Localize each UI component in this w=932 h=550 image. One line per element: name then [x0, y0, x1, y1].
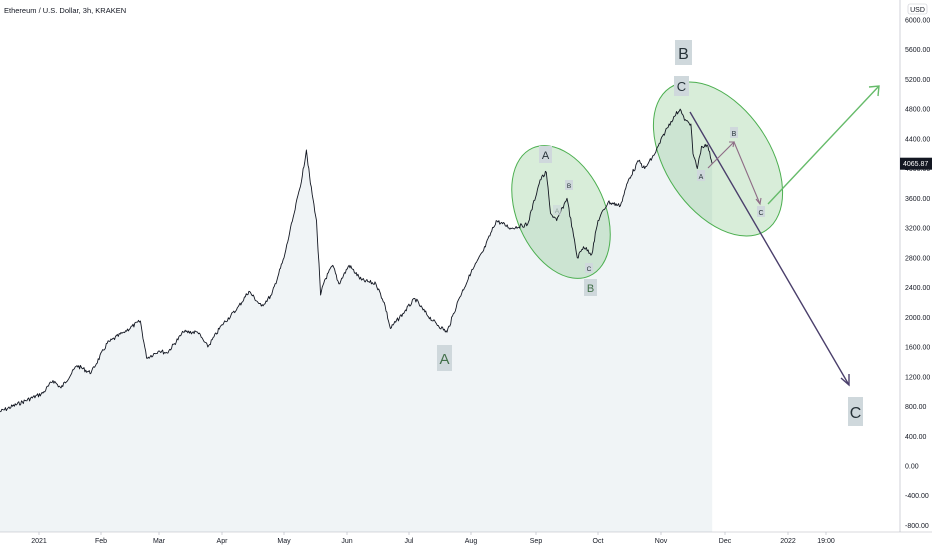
label-b-top: B: [678, 46, 689, 63]
y-tick-label: 4800.00: [905, 107, 930, 114]
x-tick-label: 2021: [31, 538, 47, 545]
label-sub-c: C: [587, 266, 592, 273]
sub-abc-head-c: [755, 197, 762, 206]
x-tick-label: Feb: [95, 538, 107, 545]
label-box-b-top: [675, 40, 692, 65]
y-tick-label: 2400.00: [905, 285, 930, 292]
label-proj-c: C: [758, 210, 763, 217]
arrow-bullish: [767, 85, 880, 205]
y-tick-label: 2800.00: [905, 255, 930, 262]
label-box-a-low: [437, 345, 452, 371]
label-a-high: A: [542, 150, 550, 162]
x-tick-label: 19:00: [817, 538, 835, 545]
price-axis-bg: [900, 0, 932, 550]
arrow-bullish-head: [868, 85, 880, 97]
last-price-label: 4065.87: [903, 161, 928, 168]
x-tick-label: Apr: [217, 538, 229, 545]
time-axis[interactable]: 2021 Feb Mar Apr May Jun Jul Aug Sep Oct Nov Dec 202…: [0, 531, 932, 545]
y-tick-label: 6000.00: [905, 17, 930, 24]
y-tick-label: -400.00: [905, 493, 929, 500]
x-tick-label: Nov: [655, 538, 668, 545]
arrow-bearish-c: [689, 111, 850, 386]
price-line: [0, 108, 713, 413]
price-area-fill: [0, 109, 713, 532]
wave-labels: A A B B C C B A C A B C: [437, 40, 863, 426]
y-tick-label: 0.00: [905, 464, 919, 471]
last-price-marker: 4065.87: [900, 157, 932, 170]
label-box-b-sep: [584, 279, 597, 296]
label-box-proj-a: [697, 170, 705, 181]
y-tick-label: 3600.00: [905, 196, 930, 203]
y-tick-label: -800.00: [905, 523, 929, 530]
x-ticks: 2021 Feb Mar Apr May Jun Jul Aug Sep Oct Nov Dec 202…: [31, 532, 835, 545]
label-sub-b: B: [567, 183, 571, 190]
y-tick-label: 5600.00: [905, 47, 930, 54]
currency-label: USD: [910, 7, 925, 14]
price-area: [0, 109, 713, 532]
currency-badge[interactable]: [907, 3, 928, 15]
x-tick-label: Jul: [405, 538, 414, 545]
chart-title: Ethereum / U.S. Dollar, 3h, KRAKEN: [4, 6, 126, 15]
label-proj-a: A: [699, 174, 704, 181]
y-tick-label: 1600.00: [905, 345, 930, 352]
label-box-sub-a: [553, 205, 561, 215]
x-tick-label: Jun: [341, 538, 352, 545]
x-tick-label: Aug: [465, 538, 478, 545]
x-tick-label: Sep: [530, 538, 543, 545]
label-b-sep: B: [587, 283, 594, 295]
label-box-c-top: [674, 76, 689, 96]
label-c-top: C: [677, 79, 686, 94]
label-box-proj-b: [730, 127, 738, 138]
label-a-low: A: [439, 351, 449, 368]
x-tick-label: May: [277, 538, 291, 545]
label-box-a-high: [539, 146, 552, 163]
label-box-proj-c: [757, 206, 765, 217]
y-tick-label: 1200.00: [905, 374, 930, 381]
label-box-sub-b: [565, 180, 573, 190]
label-sub-a: A: [555, 208, 560, 215]
price-line-series: [0, 108, 713, 413]
projection-arrows: [689, 85, 880, 387]
label-c-target: C: [850, 405, 862, 422]
x-tick-label: Oct: [593, 538, 604, 545]
y-tick-label: 5200.00: [905, 77, 930, 84]
last-price-badge: [900, 157, 932, 170]
y-tick-label: 400.00: [905, 434, 927, 441]
y-tick-label: 2000.00: [905, 315, 930, 322]
label-box-c-target: [848, 397, 863, 426]
y-tick-label: 800.00: [905, 404, 927, 411]
label-proj-b: B: [732, 131, 737, 138]
label-box-sub-c: [585, 263, 593, 273]
y-tick-label: 4400.00: [905, 136, 930, 143]
x-tick-label: Dec: [719, 538, 732, 545]
y-tick-label: 3200.00: [905, 226, 930, 233]
arrow-bearish-c-head: [840, 374, 850, 387]
x-tick-label: 2022: [780, 538, 796, 545]
x-tick-label: Mar: [153, 538, 166, 545]
sub-abc-head-b: [729, 141, 735, 148]
price-axis[interactable]: USD 6000.00 5600.00 5200.00 4800.00 4400.00 4…: [899, 0, 932, 550]
